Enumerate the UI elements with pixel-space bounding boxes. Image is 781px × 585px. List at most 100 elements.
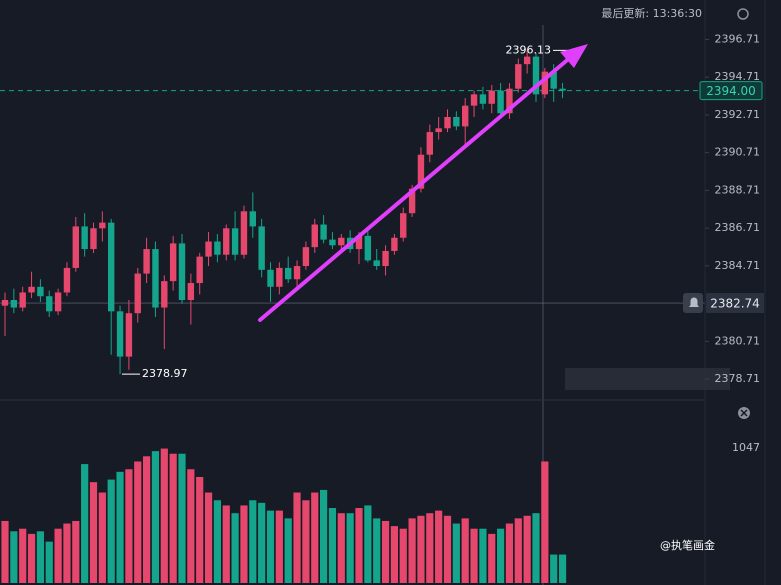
trend-arrowhead (560, 44, 588, 68)
candle-body (559, 88, 566, 91)
watermark: @执笔画金 (660, 538, 715, 552)
candle-body (515, 64, 522, 89)
candle-body (267, 269, 274, 287)
candle-body (470, 94, 478, 106)
candle-body (550, 71, 557, 89)
volume-bar (116, 471, 124, 583)
y-tick-label: 2378.71 (715, 372, 761, 385)
volume-bar (89, 482, 98, 583)
volume-bar (346, 513, 354, 583)
volume-bar (514, 518, 522, 583)
y-tick-label: 2396.71 (715, 32, 761, 45)
candle-body (134, 273, 141, 314)
candle-body (506, 88, 513, 114)
volume-bar (178, 453, 186, 583)
candle-body (240, 211, 248, 255)
refresh-icon[interactable] (737, 8, 749, 20)
candle-body (338, 237, 345, 246)
candle-body (125, 313, 133, 357)
y-tick-label: 2390.71 (715, 146, 761, 159)
candle-body (488, 90, 495, 104)
volume-bar (284, 518, 292, 583)
candle-body (364, 235, 372, 261)
low-label: 2378.97 (142, 367, 188, 380)
candle-body (453, 116, 460, 127)
candle-body (63, 267, 71, 293)
candle-body (276, 267, 283, 287)
volume-bar (231, 513, 239, 583)
bell-icon (689, 297, 699, 308)
close-volume[interactable] (738, 407, 750, 419)
candle-body (143, 249, 150, 274)
volume-bar (479, 528, 487, 583)
candle-body (408, 188, 416, 214)
crosshair-label: 2382.74 (710, 297, 760, 311)
volume-bar (426, 513, 434, 583)
volume-bar (36, 531, 44, 583)
candle-body (178, 243, 186, 300)
candle-body (187, 283, 195, 300)
volume-bar (497, 528, 505, 583)
candle-body (311, 224, 318, 248)
volume-bar (328, 508, 337, 583)
candle-body (400, 213, 407, 238)
volume-bar (81, 464, 89, 583)
candle-body (532, 56, 540, 95)
candle-body (54, 292, 62, 312)
current-price-box (699, 81, 763, 101)
candle-body (523, 56, 531, 65)
current-price-label: 2394.00 (706, 84, 756, 98)
candle-body (329, 239, 336, 246)
candle-body (258, 226, 265, 270)
candle-body (214, 241, 221, 255)
volume-bar (355, 508, 363, 583)
volume-bar (10, 531, 18, 583)
volume-bar (143, 456, 151, 583)
candle-body (116, 311, 124, 357)
volume-bar (204, 492, 213, 583)
candle-body (462, 105, 469, 127)
candle-body (320, 224, 327, 240)
volume-bar (399, 528, 407, 583)
candle-body (497, 90, 504, 114)
volume-bar (311, 492, 319, 583)
volume-bar (470, 528, 478, 583)
volume-bar (151, 451, 160, 583)
candle-body (99, 222, 106, 229)
volume-bar (302, 500, 310, 583)
volume-bar (275, 510, 283, 583)
candle-body (355, 235, 363, 250)
candle-body (161, 281, 168, 308)
candle-body (152, 249, 159, 308)
volume-bar (19, 528, 27, 583)
candle-body (417, 154, 425, 189)
volume-bar (408, 518, 416, 583)
y-tick-label: 2392.71 (715, 108, 761, 121)
volume-bar (1, 520, 9, 583)
volume-bar (98, 492, 106, 583)
trend-arrow (258, 54, 574, 322)
volume-bar (443, 515, 452, 583)
y-tick-label: 2386.71 (715, 221, 761, 234)
volume-bar (266, 510, 275, 583)
candle-body (46, 296, 53, 312)
candle-body (19, 292, 26, 308)
candle-body (391, 237, 398, 251)
volume-bar (435, 510, 443, 583)
volume-bar (550, 554, 558, 583)
volume-max-label: 1047 (732, 441, 760, 454)
candle-body (444, 116, 451, 129)
volume-bar (213, 500, 221, 583)
volume-bar (488, 533, 496, 583)
volume-bar (222, 505, 230, 583)
volume-bar (134, 461, 142, 583)
y-tick-label: 2394.71 (715, 70, 761, 83)
volume-bar (320, 489, 328, 583)
candle-body (302, 247, 310, 267)
volume-bar (558, 554, 567, 583)
volume-bar (452, 523, 460, 583)
candle-body (1, 300, 9, 306)
candle-body (108, 222, 115, 312)
